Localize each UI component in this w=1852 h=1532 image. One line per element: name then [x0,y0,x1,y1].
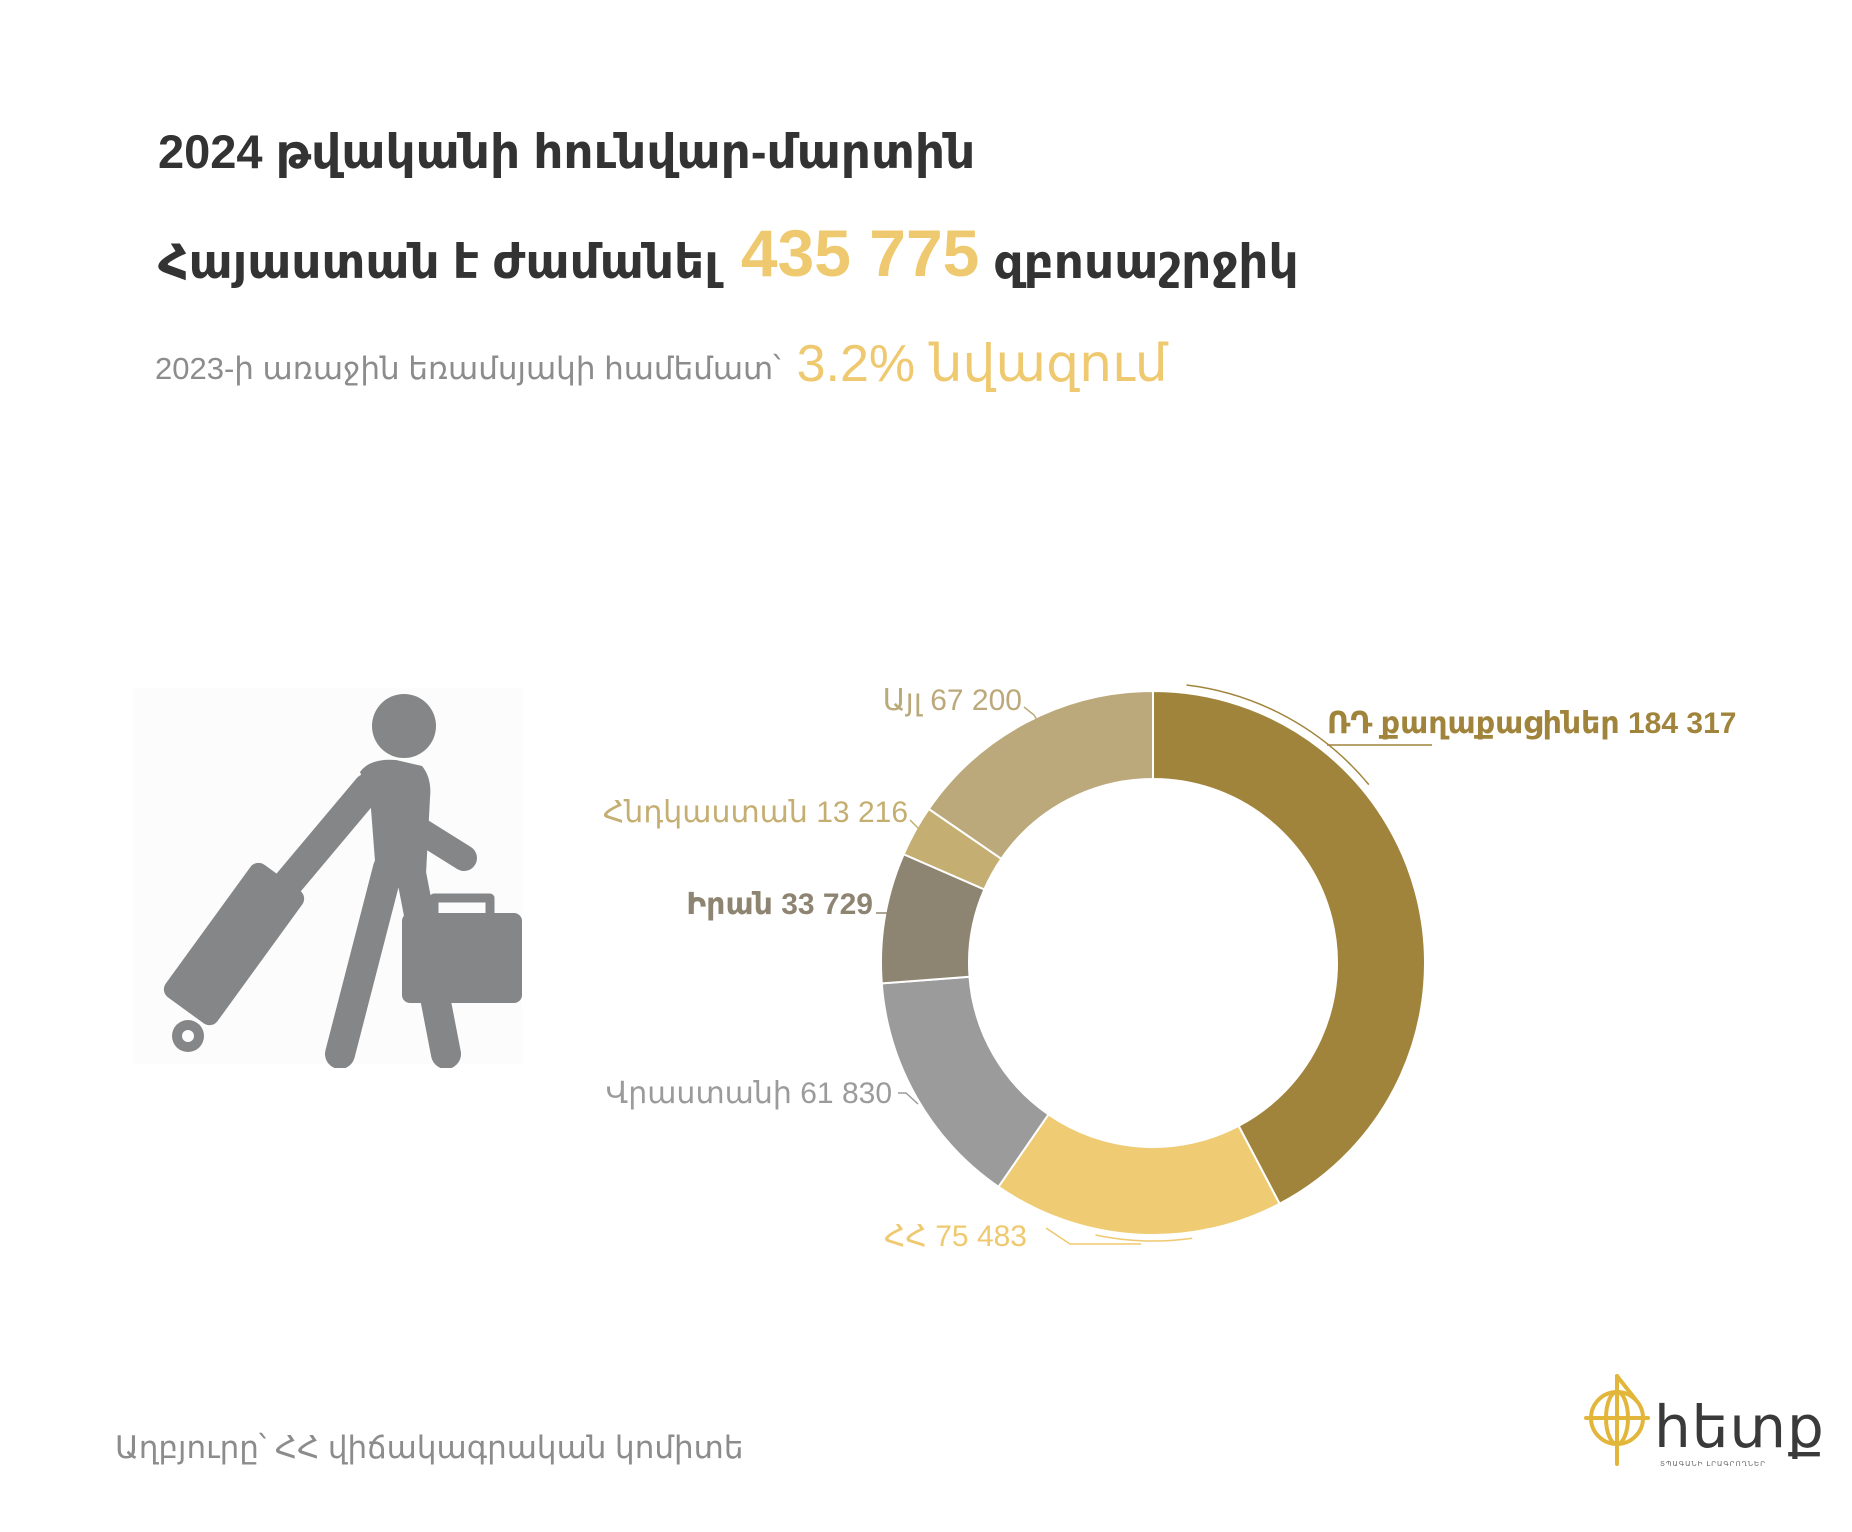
comparison-text: 2023-ի առաջին եռամսյակի համեմատ՝ [155,351,781,386]
leader-line-3 [876,912,894,918]
leader-line-5 [1023,706,1041,726]
traveler-with-luggage-icon [134,688,522,1068]
donut-slice-0 [1152,689,1426,1206]
leader-line-2 [898,1092,919,1105]
headline-suffix: զբոսաշրջիկ [993,235,1299,288]
compass-globe-icon [1584,1374,1650,1466]
slice-label-5: Այլ 67 200 [883,684,1022,717]
slice-label-0: ՌԴ քաղաքացիներ 184 317 [1327,707,1736,740]
leader-line-4 [909,819,922,836]
decline-highlight: 3.2% նվազում [796,335,1168,393]
donut-slice-5 [927,689,1154,861]
comparison-subtitle: 2023-ի առաջին եռամսյակի համեմատ՝ 3.2% նվա… [155,332,1168,393]
donut-slice-1 [997,1113,1281,1236]
slice-label-1: ՀՀ 75 483 [884,1220,1027,1253]
headline-prefix: Հայաստան է ժամանել [158,235,719,288]
slice-label-4: Հնդկաստան 13 216 [603,796,908,829]
total-tourists-number: 435 775 [740,216,980,290]
leader-line-1 [1045,1227,1141,1245]
slice-label-3: Իրան 33 729 [686,888,873,921]
headline-line-2: Հայաստան է ժամանել 435 775 զբոսաշրջիկ [158,220,1299,288]
leader-arc-0 [1186,684,1370,786]
headline-line-1: 2024 թվականի հունվար-մարտին [158,125,976,178]
logo-tagline: ՏՊԱԳԱՆԻ ԼՐԱԳՐՈՂՆԵՐ [1660,1461,1766,1468]
logo-wordmark: հետք [1654,1395,1825,1460]
slice-label-2: Վրաստանի 61 830 [606,1077,892,1110]
source-note: Աղբյուրը՝ ՀՀ վիճակագրական կոմիտե [115,1430,744,1465]
leader-arc-1 [1095,1234,1193,1242]
